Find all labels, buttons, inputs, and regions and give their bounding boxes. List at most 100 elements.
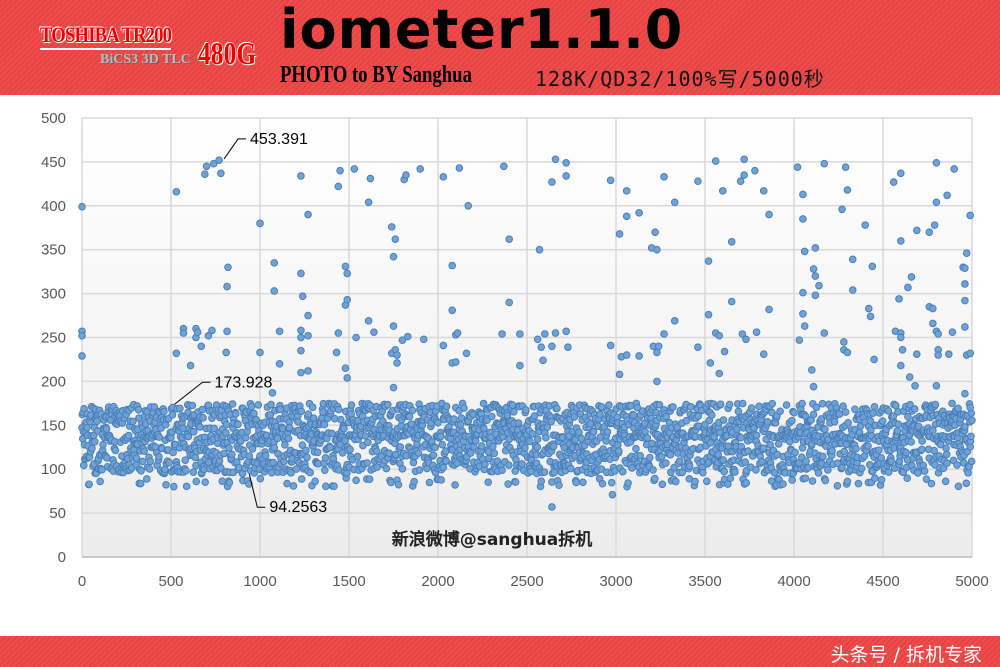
data-point: [704, 310, 713, 319]
data-point: [884, 407, 893, 415]
data-point: [844, 419, 852, 427]
data-point: [843, 348, 852, 357]
data-point: [311, 477, 319, 486]
data-point: [437, 476, 446, 484]
data-point: [228, 400, 237, 408]
data-point: [186, 361, 195, 370]
data-point: [548, 503, 556, 511]
data-point: [550, 468, 559, 477]
y-tick-label: 300: [41, 286, 66, 303]
data-point: [686, 403, 695, 411]
data-point: [393, 351, 401, 359]
data-point: [382, 464, 391, 473]
data-point: [815, 281, 823, 290]
data-point: [304, 210, 312, 219]
data-point: [555, 481, 563, 490]
data-point: [953, 461, 961, 469]
data-point: [533, 435, 542, 443]
x-tick-label: 1500: [332, 573, 365, 590]
data-point: [146, 457, 155, 466]
data-point: [434, 418, 442, 427]
data-point: [714, 450, 722, 459]
data-point: [78, 331, 86, 340]
data-point: [913, 226, 921, 235]
y-tick-label: 150: [41, 417, 66, 434]
data-point: [857, 464, 866, 473]
data-point: [516, 330, 524, 338]
y-tick-label: 350: [41, 242, 66, 259]
data-point: [615, 370, 624, 379]
data-point: [352, 476, 360, 485]
data-point: [224, 263, 232, 272]
data-point: [918, 445, 926, 454]
data-point: [897, 237, 905, 245]
data-point: [455, 164, 464, 172]
data-point: [962, 249, 971, 258]
data-point: [247, 402, 256, 411]
data-point: [448, 306, 457, 315]
data-point: [132, 454, 141, 462]
data-point: [945, 350, 953, 358]
data-point: [776, 407, 784, 416]
data-point: [297, 326, 305, 335]
data-point: [297, 475, 306, 483]
data-point: [283, 479, 291, 488]
data-point: [961, 280, 969, 288]
data-point: [884, 468, 893, 476]
data-point: [727, 297, 736, 306]
data-point: [566, 464, 575, 473]
data-point: [508, 401, 517, 409]
data-point: [124, 431, 133, 440]
data-point: [222, 420, 231, 429]
data-point: [968, 416, 976, 425]
data-point: [287, 469, 295, 477]
data-point: [448, 261, 457, 270]
data-point: [653, 377, 661, 386]
data-point: [702, 477, 711, 486]
data-point: [577, 434, 586, 443]
data-point: [414, 449, 423, 457]
data-point: [285, 423, 294, 432]
data-point: [551, 329, 560, 337]
data-point: [838, 205, 846, 214]
data-point: [841, 408, 850, 416]
data-point: [914, 469, 922, 477]
data-point: [861, 221, 870, 229]
data-point: [967, 432, 975, 441]
data-point: [490, 449, 499, 458]
data-point: [155, 453, 163, 461]
data-point: [887, 457, 895, 466]
data-point: [943, 459, 951, 468]
data-point: [138, 457, 147, 466]
data-point: [752, 431, 761, 440]
data-point: [866, 312, 875, 321]
x-tick-label: 500: [158, 573, 183, 590]
data-point: [210, 424, 218, 433]
data-point: [961, 423, 969, 431]
data-point: [489, 442, 497, 451]
data-point: [528, 430, 537, 438]
data-point: [731, 468, 739, 476]
data-point: [201, 478, 209, 486]
data-point: [907, 273, 916, 281]
x-tick-label: 4000: [777, 573, 810, 590]
data-point: [389, 322, 398, 330]
annotation-label: 94.2563: [269, 499, 327, 516]
data-point: [340, 424, 348, 433]
data-point: [256, 219, 264, 228]
data-point: [670, 317, 679, 325]
data-point: [234, 420, 242, 429]
data-point: [484, 478, 492, 487]
data-point: [622, 212, 631, 221]
data-point: [364, 317, 373, 325]
data-point: [505, 298, 514, 307]
data-point: [439, 463, 448, 472]
data-point: [245, 452, 254, 460]
data-point: [505, 235, 514, 243]
data-point: [548, 178, 556, 186]
data-point: [408, 406, 417, 415]
data-point: [961, 323, 969, 331]
data-point: [208, 326, 216, 335]
data-point: [648, 439, 656, 448]
data-point: [603, 428, 612, 436]
